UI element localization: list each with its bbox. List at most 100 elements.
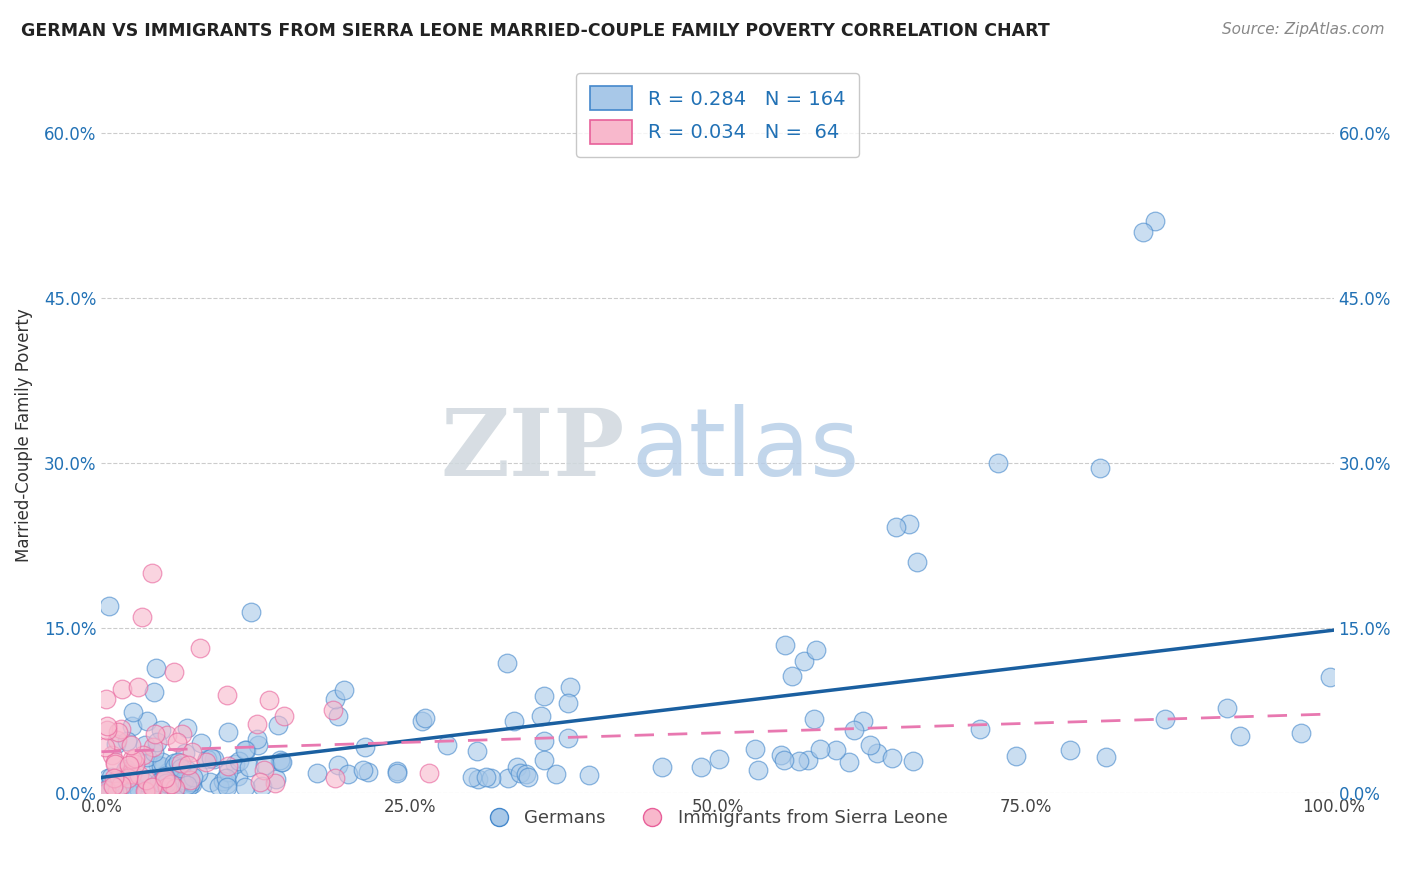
Point	[239, 605, 262, 619]
Point	[385, 766, 408, 780]
Point	[533, 689, 555, 703]
Point	[797, 753, 820, 767]
Point	[163, 780, 186, 795]
Point	[136, 714, 159, 729]
Point	[385, 764, 408, 778]
Point	[96, 719, 118, 733]
Point	[181, 745, 204, 759]
Point	[803, 712, 825, 726]
Point	[134, 784, 156, 798]
Point	[156, 780, 179, 795]
Point	[250, 779, 273, 793]
Point	[103, 771, 125, 785]
Point	[323, 692, 346, 706]
Point	[152, 767, 174, 781]
Point	[163, 756, 186, 770]
Point	[142, 780, 165, 794]
Point	[146, 734, 169, 748]
Point	[1132, 225, 1154, 239]
Point	[517, 770, 540, 784]
Point	[333, 682, 356, 697]
Point	[156, 728, 179, 742]
Point	[352, 763, 374, 777]
Point	[233, 742, 256, 756]
Point	[132, 747, 155, 762]
Point	[135, 772, 157, 787]
Point	[270, 755, 292, 769]
Point	[467, 772, 489, 787]
Point	[269, 753, 291, 767]
Point	[195, 752, 218, 766]
Point	[176, 764, 198, 778]
Point	[226, 769, 249, 783]
Point	[775, 638, 797, 652]
Point	[150, 723, 173, 737]
Point	[461, 770, 484, 784]
Point	[127, 680, 149, 694]
Point	[110, 778, 132, 792]
Point	[1319, 670, 1341, 684]
Point	[120, 738, 142, 752]
Point	[202, 751, 225, 765]
Point	[215, 777, 238, 791]
Point	[780, 669, 803, 683]
Point	[866, 747, 889, 761]
Point	[124, 751, 146, 765]
Y-axis label: Married-Couple Family Poverty: Married-Couple Family Poverty	[15, 309, 32, 562]
Point	[808, 741, 831, 756]
Point	[148, 781, 170, 796]
Point	[104, 756, 127, 770]
Point	[557, 731, 579, 745]
Point	[117, 758, 139, 772]
Point	[546, 766, 568, 780]
Point	[411, 714, 433, 729]
Point	[153, 769, 176, 783]
Point	[172, 727, 194, 741]
Point	[263, 776, 285, 790]
Point	[159, 783, 181, 797]
Point	[560, 680, 582, 694]
Point	[267, 718, 290, 732]
Point	[253, 763, 276, 777]
Point	[179, 772, 201, 787]
Point	[842, 723, 865, 737]
Point	[166, 735, 188, 749]
Point	[436, 738, 458, 752]
Point	[145, 783, 167, 797]
Point	[141, 566, 163, 580]
Point	[121, 752, 143, 766]
Point	[533, 753, 555, 767]
Point	[824, 742, 846, 756]
Point	[181, 770, 204, 784]
Point	[905, 555, 928, 569]
Point	[177, 779, 200, 793]
Point	[143, 745, 166, 759]
Point	[94, 739, 117, 754]
Point	[498, 771, 520, 785]
Point	[176, 721, 198, 735]
Point	[180, 775, 202, 789]
Point	[142, 739, 165, 754]
Point	[128, 768, 150, 782]
Point	[117, 772, 139, 786]
Point	[235, 743, 257, 757]
Point	[187, 766, 209, 780]
Point	[804, 643, 827, 657]
Point	[124, 756, 146, 771]
Point	[987, 456, 1010, 470]
Point	[141, 780, 163, 794]
Point	[557, 696, 579, 710]
Point	[506, 760, 529, 774]
Point	[190, 736, 212, 750]
Point	[174, 746, 197, 760]
Point	[249, 774, 271, 789]
Point	[104, 757, 127, 772]
Text: ZIP: ZIP	[441, 405, 626, 495]
Point	[897, 516, 920, 531]
Point	[149, 773, 172, 788]
Point	[901, 754, 924, 768]
Point	[156, 764, 179, 779]
Point	[238, 759, 260, 773]
Point	[188, 640, 211, 655]
Point	[135, 784, 157, 798]
